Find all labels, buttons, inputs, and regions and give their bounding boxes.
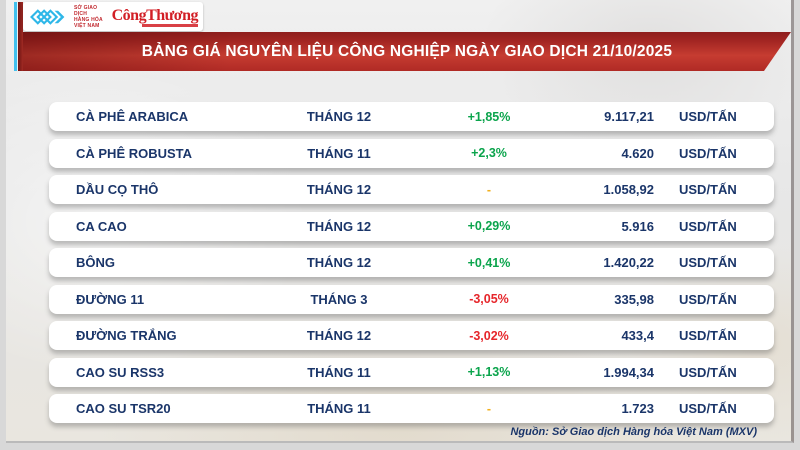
price-cell: 1.723 [621, 401, 654, 416]
table-row: ĐƯỜNG 11 THÁNG 3 -3,05% 335,98 USD/TẤN [49, 284, 774, 314]
change-percent-cell: +0,41% [467, 255, 511, 270]
price-cell: 1.058,92 [603, 182, 654, 197]
change-percent-cell: - [486, 401, 492, 416]
contract-month-cell: THÁNG 11 [307, 401, 371, 416]
contract-month-cell: THÁNG 12 [306, 182, 372, 197]
commodity-name-cell: CAO SU RSS3 [76, 364, 165, 380]
unit-cell: USD/TẤN [679, 255, 737, 270]
unit-cell: USD/TẤN [679, 328, 737, 343]
price-cell: 9.117,21 [604, 109, 654, 124]
unit-cell: USD/TẤN [679, 291, 737, 307]
table-row: CAO SU TSR20 THÁNG 11 - 1.723 USD/TẤN [49, 394, 774, 423]
unit-cell: USD/TẤN [679, 218, 737, 234]
contract-month-cell: THÁNG 12 [306, 255, 372, 270]
unit-cell: USD/TẤN [679, 145, 737, 161]
unit-cell: USD/TẤN [679, 401, 737, 416]
contract-month-cell: THÁNG 11 [307, 364, 371, 380]
congthuong-logo: CôngThương [112, 7, 199, 27]
change-percent-cell: +1,85% [467, 109, 511, 124]
table-row: DẦU CỌ THÔ THÁNG 12 - 1.058,92 USD/TẤN [49, 175, 774, 204]
logo-box: SỞ GIAO DỊCH HÀNG HÓA VIỆT NAM CôngThươn… [23, 2, 203, 31]
mxv-line-3: VIỆT NAM [74, 22, 100, 29]
title-banner: BẢNG GIÁ NGUYÊN LIỆU CÔNG NGHIỆP NGÀY GI… [23, 32, 791, 71]
table-row: CÀ PHÊ ARABICA THÁNG 12 +1,85% 9.117,21 USD/… [49, 102, 774, 131]
change-percent-cell: - [486, 182, 492, 197]
commodity-name-cell: CÀ PHÊ ARABICA [76, 109, 189, 124]
price-cell: 4.620 [621, 145, 654, 161]
commodity-name-cell: CÀ PHÊ ROBUSTA [76, 145, 193, 161]
table-row: CAO SU RSS3 THÁNG 11 +1,13% 1.994,34 USD/TẤN [49, 357, 774, 387]
mxv-wordmark: SỞ GIAO DỊCH HÀNG HÓA VIỆT NAM [74, 5, 108, 29]
price-cell: 1.420,22 [603, 255, 654, 270]
unit-cell: USD/TẤN [679, 364, 737, 380]
red-stripe [18, 2, 23, 71]
change-percent-cell: -3,02% [469, 328, 509, 343]
change-percent-cell: +0,29% [467, 219, 511, 233]
price-table: CÀ PHÊ ARABICA THÁNG 12 +1,85% 9.117,21 USD/… [49, 102, 774, 431]
mxv-diamonds-icon [28, 7, 70, 27]
price-cell: 1.994,34 [603, 364, 654, 380]
price-cell: 335,98 [614, 291, 654, 307]
change-percent-cell: -3,05% [469, 292, 509, 306]
blue-stripe [14, 2, 17, 71]
contract-month-cell: THÁNG 12 [306, 218, 372, 234]
unit-cell: USD/TẤN [679, 109, 737, 124]
unit-cell: USD/TẤN [679, 182, 737, 197]
commodity-name-cell: CAO SU TSR20 [76, 401, 171, 416]
change-percent-cell: +2,3% [471, 146, 507, 160]
price-cell: 5.916 [621, 218, 654, 234]
table-row: CÀ PHÊ ROBUSTA THÁNG 11 +2,3% 4.620 USD/TẤN [49, 138, 774, 168]
table-row: ĐƯỜNG TRẮNG THÁNG 12 -3,02% 433,4 USD/TẤN [49, 321, 774, 350]
source-note: Nguồn: Sở Giao dịch Hàng hóa Việt Nam (M… [510, 426, 757, 438]
commodity-name-cell: CA CAO [76, 218, 127, 234]
table-row: CA CAO THÁNG 12 +0,29% 5.916 USD/TẤN [49, 211, 774, 241]
commodity-name-cell: DẦU CỌ THÔ [76, 182, 159, 197]
contract-month-cell: THÁNG 12 [306, 109, 372, 124]
page-title: BẢNG GIÁ NGUYÊN LIỆU CÔNG NGHIỆP NGÀY GI… [141, 42, 673, 60]
change-percent-cell: +1,13% [467, 365, 511, 379]
commodity-name-cell: ĐƯỜNG TRẮNG [76, 328, 177, 343]
price-cell: 433,4 [621, 328, 654, 343]
commodity-name-cell: ĐƯỜNG 11 [76, 291, 145, 307]
commodity-name-cell: BÔNG [76, 255, 115, 270]
price-board: SỞ GIAO DỊCH HÀNG HÓA VIỆT NAM CôngThươn… [6, 0, 794, 443]
contract-month-cell: THÁNG 11 [307, 145, 371, 161]
table-row: BÔNG THÁNG 12 +0,41% 1.420,22 USD/TẤN [49, 248, 774, 277]
left-accent-stripes [14, 2, 23, 71]
contract-month-cell: THÁNG 12 [306, 328, 372, 343]
mxv-line-1: SỞ GIAO DỊCH [74, 4, 98, 17]
mxv-line-2: HÀNG HÓA [74, 16, 103, 23]
contract-month-cell: THÁNG 3 [310, 291, 368, 307]
